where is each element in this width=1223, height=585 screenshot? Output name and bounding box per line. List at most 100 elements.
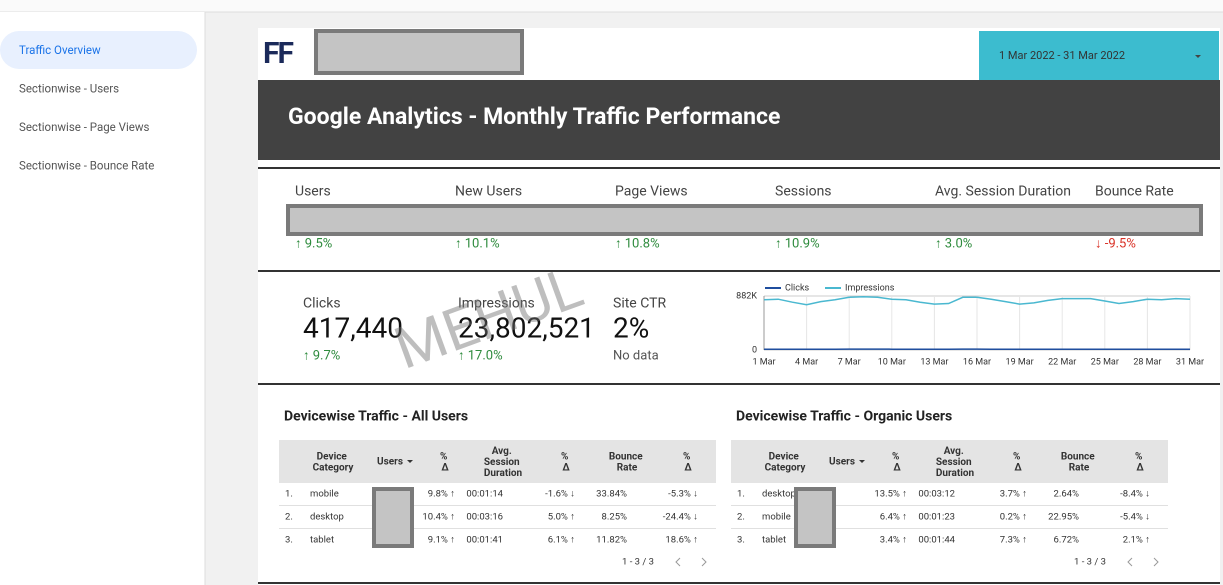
legend-label: Clicks: [785, 283, 810, 293]
table-cell: 3.4% ↑: [880, 535, 907, 546]
table-cell: 00:03:16: [466, 512, 503, 523]
x-tick-label: 19 Mar: [1006, 357, 1034, 367]
metric-delta: No data: [613, 348, 659, 363]
redaction: [372, 487, 414, 548]
table-cell: -5.3% ↓: [668, 489, 698, 500]
table-cell: desktop: [310, 512, 344, 523]
column-header[interactable]: Users: [377, 457, 403, 468]
nav-item[interactable]: Sectionwise - Page Views: [19, 120, 149, 134]
pagination: 1 - 3 / 3: [622, 557, 654, 568]
table-cell: 00:01:41: [466, 535, 503, 546]
table-cell: -5.4% ↓: [1120, 512, 1150, 523]
pagination: 1 - 3 / 3: [1074, 557, 1106, 568]
kpi-label: Bounce Rate: [1095, 184, 1174, 200]
x-tick-label: 25 Mar: [1091, 357, 1119, 367]
column-header: Device Category: [765, 451, 807, 473]
kpi-label: Avg. Session Duration: [935, 184, 1071, 200]
dropdown-icon[interactable]: [1195, 55, 1201, 58]
table-cell: 2.: [285, 512, 293, 523]
metric-label: Impressions: [458, 296, 535, 312]
legend-label: Impressions: [845, 283, 895, 293]
table-cell: 9.8% ↑: [428, 489, 455, 500]
nav-item[interactable]: Sectionwise - Users: [19, 82, 119, 96]
table-cell: 6.72%: [1054, 535, 1080, 546]
table-cell: 2.64%: [1054, 489, 1080, 500]
table-cell: 13.5% ↑: [874, 489, 907, 500]
metric-label: Clicks: [303, 296, 341, 312]
nav-item[interactable]: Traffic Overview: [19, 43, 101, 57]
redaction: [794, 487, 836, 548]
kpi-delta: ↑ 10.9%: [775, 236, 820, 251]
table-cell: 3.7% ↑: [1000, 489, 1027, 500]
table-cell: 10.4% ↑: [422, 512, 455, 523]
table-cell: mobile: [310, 489, 339, 500]
column-header: % Δ: [1013, 451, 1023, 473]
prev-page[interactable]: [675, 557, 681, 567]
column-header: % Δ: [892, 451, 902, 473]
table-cell: 3.: [737, 535, 745, 546]
kpi-label: Sessions: [775, 184, 832, 200]
column-header: % Δ: [561, 451, 571, 473]
metric-label: Site CTR: [613, 296, 666, 312]
table-cell: 9.1% ↑: [428, 535, 455, 546]
next-page[interactable]: [1153, 557, 1159, 567]
column-header: % Δ: [683, 451, 693, 473]
column-header: Avg. Session Duration: [484, 446, 523, 479]
column-header: Avg. Session Duration: [936, 446, 975, 479]
prev-page[interactable]: [1127, 557, 1133, 567]
table-cell: 2.: [737, 512, 745, 523]
table-cell: 22.95%: [1048, 512, 1079, 523]
table-cell: 1.: [285, 489, 293, 500]
active-nav: [0, 31, 197, 69]
x-tick-label: 13 Mar: [920, 357, 948, 367]
table-cell: 2.1% ↑: [1123, 535, 1150, 546]
date-picker[interactable]: [979, 31, 1219, 80]
x-tick-label: 31 Mar: [1176, 357, 1204, 367]
table-header: [731, 440, 1168, 483]
column-header: Bounce Rate: [1061, 451, 1097, 473]
nav-item[interactable]: Sectionwise - Bounce Rate: [19, 159, 154, 173]
table-cell: 00:01:23: [918, 512, 955, 523]
title-banner: [258, 80, 1220, 160]
table-cell: 3.: [285, 535, 293, 546]
table-cell: 11.82%: [596, 535, 627, 546]
metric-value: 23,802,521: [458, 311, 595, 344]
sort-icon[interactable]: [407, 460, 413, 463]
next-page[interactable]: [701, 557, 707, 567]
x-tick-label: 1 Mar: [752, 357, 775, 367]
redaction: [314, 29, 524, 75]
column-header: % Δ: [440, 451, 450, 473]
table-cell: 5.0% ↑: [548, 512, 575, 523]
redaction: [286, 204, 1203, 236]
logo: FF: [263, 36, 293, 71]
table-cell: mobile: [762, 512, 791, 523]
metric-delta: ↑ 9.7%: [303, 348, 340, 363]
kpi-delta: ↑ 10.1%: [455, 236, 500, 251]
x-tick-label: 22 Mar: [1048, 357, 1076, 367]
kpi-delta: ↑ 9.5%: [295, 236, 332, 251]
table-cell: 0.2% ↑: [1000, 512, 1027, 523]
kpi-label: Page Views: [615, 184, 688, 200]
column-header: % Δ: [1135, 451, 1145, 473]
sort-icon[interactable]: [859, 460, 865, 463]
table-cell: 6.1% ↑: [548, 535, 575, 546]
date-range[interactable]: 1 Mar 2022 - 31 Mar 2022: [999, 49, 1125, 62]
table-cell: desktop: [762, 489, 796, 500]
kpi-delta: ↑ 3.0%: [935, 236, 972, 251]
table-title: Devicewise Traffic - All Users: [284, 409, 468, 425]
kpi-label: Users: [295, 184, 331, 200]
x-tick-label: 10 Mar: [878, 357, 906, 367]
metric-value: 417,440: [303, 311, 403, 344]
table-cell: -24.4% ↓: [663, 512, 698, 523]
table-cell: 00:03:12: [918, 489, 955, 500]
table-cell: 8.25%: [602, 512, 628, 523]
table-cell: tablet: [310, 535, 334, 546]
table-header: [279, 440, 716, 483]
column-header[interactable]: Users: [829, 457, 855, 468]
table-cell: 1.: [737, 489, 745, 500]
table-cell: 7.3% ↑: [1000, 535, 1027, 546]
x-tick-label: 4 Mar: [795, 357, 818, 367]
table-cell: 18.6% ↑: [665, 535, 698, 546]
